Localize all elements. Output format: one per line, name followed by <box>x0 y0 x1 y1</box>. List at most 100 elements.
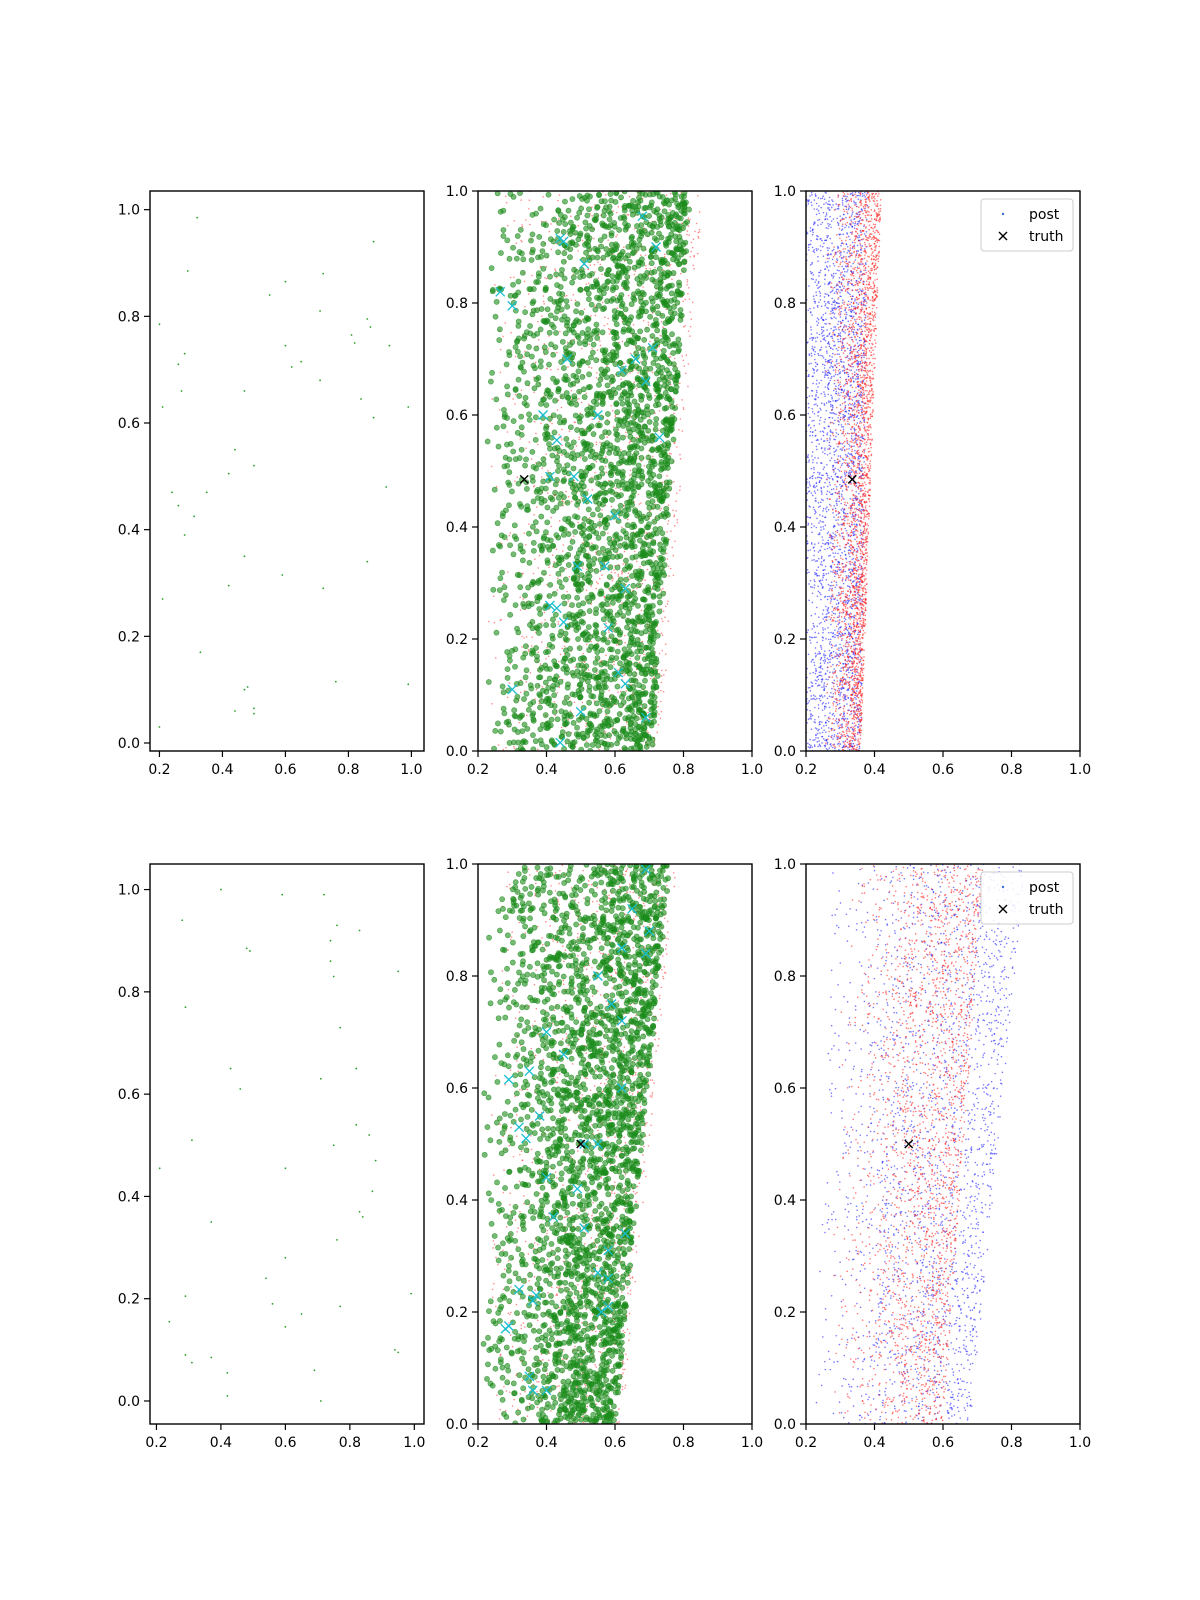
point-r1c2-1-2289 <box>616 274 623 281</box>
point-r1c2-1-2514 <box>619 263 625 270</box>
point-r1c2-0-1260 <box>529 223 531 226</box>
point-r1c2-1-2095 <box>564 499 571 506</box>
point-r1c2-0-300 <box>621 340 624 343</box>
point-r1c2-0-742 <box>629 352 632 355</box>
point-r1c3-0-161 <box>848 616 850 619</box>
point-r1c3-0-433 <box>832 352 834 355</box>
point-r1c2-1-1601 <box>674 200 681 207</box>
point-r1c3-0-194 <box>807 629 809 631</box>
point-r1c3-0-653 <box>811 559 813 561</box>
point-r1c2-1-845 <box>565 731 572 737</box>
point-r1c2-0-205 <box>561 550 564 552</box>
point-r1c3-0-214 <box>813 661 815 664</box>
point-r1c2-0-878 <box>608 689 610 692</box>
point-r1c2-1-1948 <box>612 464 619 471</box>
point-r1c2-1-1626 <box>641 656 648 663</box>
point-r1c2-1-1800 <box>532 436 539 443</box>
point-r1c2-1-1600 <box>586 573 593 580</box>
point-r1c2-1-2244 <box>574 452 581 458</box>
point-r1c3-0-33 <box>837 338 839 341</box>
point-r1c2-1-1941 <box>574 301 581 307</box>
point-r1c3-0-583 <box>815 511 817 514</box>
point-r1c2-0-766 <box>680 272 682 275</box>
point-r1c2-1-2534 <box>529 300 536 307</box>
point-r1c2-1-2384 <box>575 624 582 631</box>
point-r1c2-2-0 <box>495 286 506 297</box>
point-r1c2-1-1562 <box>608 394 615 401</box>
point-r1c3-0-855 <box>808 700 811 702</box>
point-r1c2-1-1448 <box>601 233 608 240</box>
point-r1c3-0-475 <box>855 375 858 378</box>
point-r1c2-1-659 <box>504 391 511 398</box>
point-r1c1-0-48 <box>158 726 161 728</box>
point-r1c2-1-178 <box>647 313 654 320</box>
point-r1c2-1-2199 <box>576 524 583 530</box>
point-r1c2-1-2370 <box>621 541 628 547</box>
point-r1c2-1-2508 <box>633 731 640 738</box>
point-r1c2-0-224 <box>499 619 502 622</box>
point-r1c1-0-30 <box>177 504 180 507</box>
point-r1c2-1-1418 <box>530 710 537 717</box>
point-r1c2-1-2101 <box>598 669 605 676</box>
point-r1c1-0-28 <box>171 491 173 494</box>
point-r1c1-0-37 <box>161 598 164 600</box>
point-r1c2-1-1190 <box>666 201 672 208</box>
point-r1c2-1-1968 <box>647 254 654 260</box>
point-r1c2-0-712 <box>685 354 688 357</box>
point-r1c2-1-797 <box>578 746 585 751</box>
point-r1c3-0-376 <box>830 643 833 646</box>
point-r1c2-1-1756 <box>593 712 600 719</box>
point-r1c2-0-577 <box>491 702 493 705</box>
point-r1c2-1-1443 <box>529 473 536 480</box>
point-r1c2-1-2457 <box>651 278 658 285</box>
point-r1c3-0-195 <box>826 236 829 239</box>
point-r1c3-0-712 <box>823 654 825 657</box>
point-r1c2-1-1284 <box>648 706 655 713</box>
point-r1c2-0-172 <box>498 409 501 411</box>
point-r1c2-1-1860 <box>528 257 535 263</box>
point-r1c2-0-973 <box>566 590 568 593</box>
point-r1c3-0-2 <box>840 639 843 641</box>
point-r1c2-1-1839 <box>600 616 607 623</box>
point-r1c3-0-815 <box>825 346 827 348</box>
point-r1c2-1-1397 <box>591 328 598 335</box>
point-r1c2-1-1273 <box>532 414 539 421</box>
point-r1c3-0-764 <box>859 564 861 567</box>
point-r1c2-1-2058 <box>574 554 580 561</box>
point-r1c3-0-205 <box>824 372 826 374</box>
point-r1c2-1-1453 <box>676 242 683 249</box>
point-r1c2-1-550 <box>543 402 550 408</box>
point-r1c2-0-797 <box>625 690 628 692</box>
point-r1c3-0-73 <box>837 630 839 633</box>
point-r1c3-0-188 <box>811 246 814 249</box>
point-r1c2-0-641 <box>559 653 562 656</box>
point-r1c2-1-2574 <box>540 317 547 324</box>
point-r1c2-1-1272 <box>609 586 615 593</box>
point-r1c3-0-490 <box>835 721 838 723</box>
point-r1c3-0-91 <box>822 701 825 704</box>
point-r1c2-1-2067 <box>606 208 613 215</box>
point-r1c2-1-1604 <box>511 293 518 299</box>
point-r1c2-1-2218 <box>622 601 629 608</box>
point-r1c3-0-148 <box>833 505 835 507</box>
point-r1c2-1-1979 <box>574 567 580 574</box>
point-r1c2-0-480 <box>607 587 610 590</box>
point-r1c2-0-59 <box>569 710 572 712</box>
point-r1c2-0-990 <box>570 389 573 392</box>
point-r1c2-1-2282 <box>584 732 591 739</box>
point-r1c2-1-1705 <box>663 404 670 411</box>
point-r1c2-1-1758 <box>633 245 640 252</box>
point-r1c2-1-1414 <box>523 667 530 674</box>
point-r1c2-1-2526 <box>582 341 589 348</box>
point-r1c2-1-1928 <box>564 637 570 643</box>
point-r1c2-0-96 <box>534 558 536 560</box>
point-r1c2-1-1127 <box>595 302 602 309</box>
point-r1c2-0-718 <box>528 199 531 201</box>
point-r1c2-1-906 <box>493 424 500 431</box>
point-r1c2-0-361 <box>683 365 686 367</box>
point-r1c3-0-223 <box>835 432 838 434</box>
point-r1c2-1-2522 <box>564 303 571 310</box>
point-r1c2-0-330 <box>557 620 559 623</box>
point-r1c2-1-2288 <box>510 244 516 251</box>
point-r1c2-0-491 <box>682 359 685 362</box>
